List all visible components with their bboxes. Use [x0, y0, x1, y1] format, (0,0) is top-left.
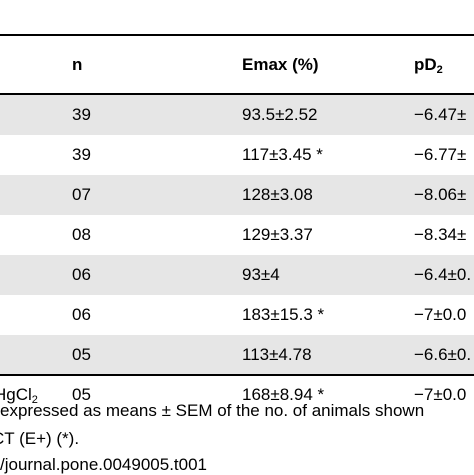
header-pd2: pD2: [414, 55, 443, 76]
emax-cell: 117±3.45 *: [242, 145, 323, 164]
n-cell: 05: [72, 345, 91, 364]
emax-cell: 129±3.37: [242, 225, 313, 244]
table-row: HgCl2 05 168±8.94 * −7±0.0: [0, 375, 474, 415]
pd2-cell: −7±0.0: [414, 385, 467, 404]
n-cell: 06: [72, 265, 91, 284]
n-cell: 05: [72, 385, 91, 404]
n-cell: 07: [72, 185, 91, 204]
pd2-cell: −7±0.0: [414, 305, 467, 324]
emax-cell: 93±4: [242, 265, 280, 284]
table-row: 39 93.5±2.52 −6.47±: [0, 95, 474, 135]
emax-cell: 93.5±2.52: [242, 105, 318, 124]
pd2-cell: −6.47±: [414, 105, 467, 124]
emax-cell: 128±3.08: [242, 185, 313, 204]
header-emax: Emax (%): [242, 55, 319, 74]
pd2-cell: −6.77±: [414, 145, 467, 164]
row-label-text: HgCl: [0, 385, 32, 404]
header-pd2-text: pD: [414, 55, 437, 74]
n-cell: 08: [72, 225, 91, 244]
emax-cell: 168±8.94 *: [242, 385, 325, 404]
pd2-cell: −8.34±: [414, 225, 467, 244]
table-row: 06 183±15.3 * −7±0.0: [0, 295, 474, 335]
table-row: 39 117±3.45 * −6.77±: [0, 135, 474, 175]
n-cell: 06: [72, 305, 91, 324]
header-n: n: [72, 55, 83, 74]
table-bottom-rule: [0, 374, 474, 376]
table-row: 08 129±3.37 −8.34±: [0, 215, 474, 255]
table-row: 06 93±4 −6.4±0.: [0, 255, 474, 295]
footnote-line-1: expressed as means ± SEM of the no. of a…: [0, 401, 425, 420]
pd2-cell: −6.4±0.: [414, 265, 472, 284]
header-pd2-subscript: 2: [436, 64, 443, 76]
table-header-rule: [0, 93, 474, 95]
emax-cell: 113±4.78: [242, 345, 312, 364]
table-row: 05 113±4.78 −6.6±0.: [0, 335, 474, 375]
footnote-line-2: CT (E+) (*).: [0, 429, 80, 448]
footnote-doi: /journal.pone.0049005.t001: [0, 455, 208, 474]
table-row: 07 128±3.08 −8.06±: [0, 175, 474, 215]
n-cell: 39: [72, 105, 91, 124]
row-label-subscript: 2: [31, 394, 38, 406]
pd2-cell: −8.06±: [414, 185, 467, 204]
table-top-rule: [0, 34, 474, 36]
row-label-cell: HgCl2: [0, 385, 38, 406]
n-cell: 39: [72, 145, 91, 164]
emax-cell: 183±15.3 *: [242, 305, 325, 324]
pd2-cell: −6.6±0.: [414, 345, 472, 364]
